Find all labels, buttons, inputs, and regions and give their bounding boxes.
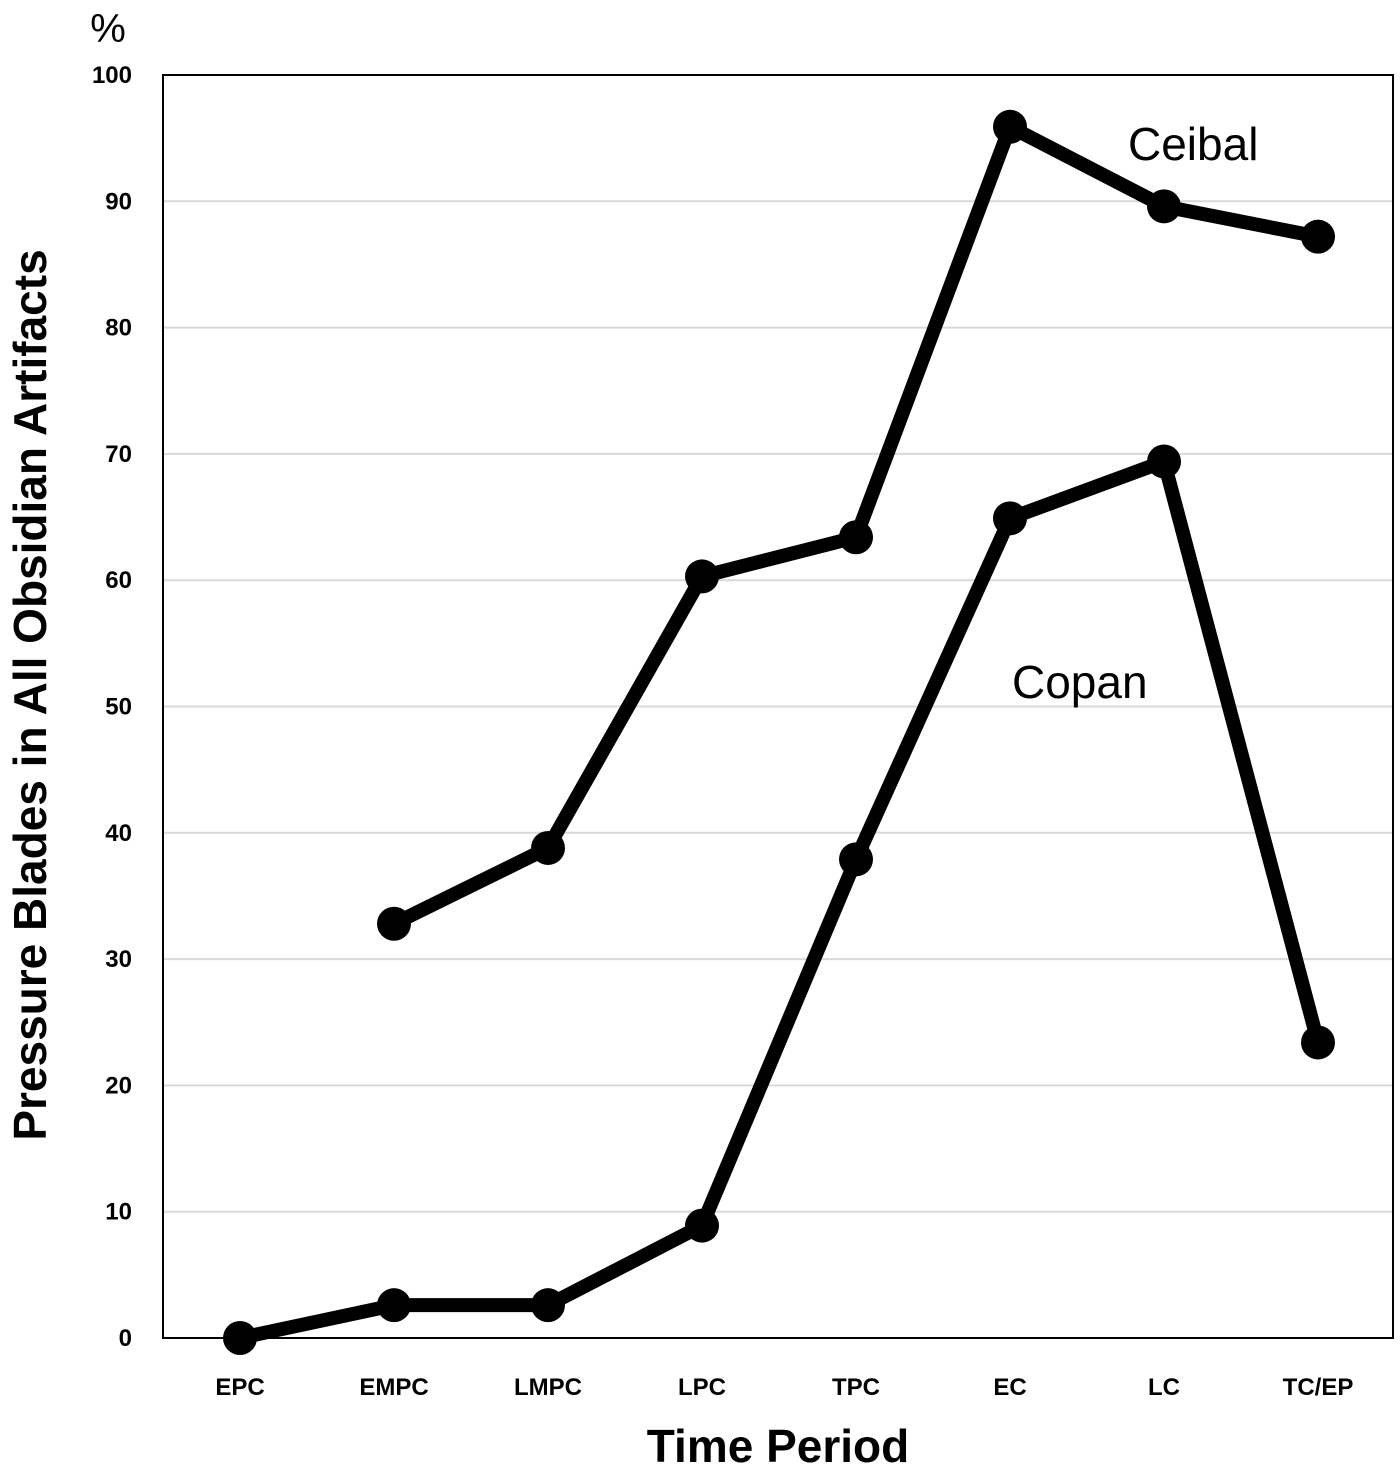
plot-area-frame (162, 74, 1394, 1339)
data-point-ceibal (685, 559, 719, 594)
x-tick-label: LPC (678, 1374, 726, 1401)
x-axis-tick-labels: EPC EMPC LMPC LPC TPC EC LC TC/EP (215, 1374, 1353, 1401)
data-point-ceibal (1301, 219, 1335, 254)
y-axis-title: Pressure Blades in All Obsidian Artifact… (4, 249, 56, 1140)
data-point-copan (993, 501, 1027, 536)
data-point-copan (377, 1288, 411, 1323)
x-tick-label: LMPC (514, 1374, 582, 1401)
y-tick-label: 90 (105, 188, 132, 215)
y-tick-label: 10 (105, 1199, 132, 1226)
data-point-copan (685, 1208, 719, 1243)
gridlines (163, 200, 1393, 1213)
x-tick-label: LC (1148, 1374, 1180, 1401)
y-tick-label: 40 (105, 820, 132, 847)
data-point-ceibal (1147, 189, 1181, 224)
data-point-copan (223, 1321, 257, 1355)
data-point-copan (1147, 444, 1181, 479)
series-line-copan (233, 454, 1325, 1345)
y-axis-tick-labels: 0 10 20 30 40 50 60 70 80 90 100 (92, 62, 132, 1352)
x-tick-label: EMPC (359, 1374, 428, 1401)
data-point-ceibal (377, 906, 411, 941)
x-tick-label: TC/EP (1283, 1374, 1354, 1401)
y-axis-unit-label: % (90, 7, 126, 51)
data-point-ceibal (531, 830, 565, 865)
series-label-copan: Copan (1012, 656, 1148, 708)
y-tick-label: 50 (105, 694, 132, 721)
data-point-copan (1301, 1025, 1335, 1060)
series-markers (223, 109, 1335, 1355)
y-tick-label: 60 (105, 567, 132, 594)
x-tick-label: TPC (832, 1374, 880, 1401)
data-point-ceibal (839, 520, 873, 555)
data-point-copan (839, 842, 873, 877)
data-point-copan (531, 1288, 565, 1323)
data-point-ceibal (993, 109, 1027, 144)
y-tick-label: 0 (119, 1325, 132, 1352)
y-tick-label: 70 (105, 441, 132, 468)
series-label-ceibal: Ceibal (1128, 118, 1258, 170)
y-tick-label: 30 (105, 946, 132, 973)
y-tick-label: 80 (105, 315, 132, 342)
x-tick-label: EC (993, 1374, 1026, 1401)
x-tick-label: EPC (215, 1374, 264, 1401)
x-axis-title: Time Period (647, 1420, 909, 1472)
series-lines (233, 119, 1325, 1345)
y-tick-label: 100 (92, 62, 132, 89)
y-tick-label: 20 (105, 1072, 132, 1099)
